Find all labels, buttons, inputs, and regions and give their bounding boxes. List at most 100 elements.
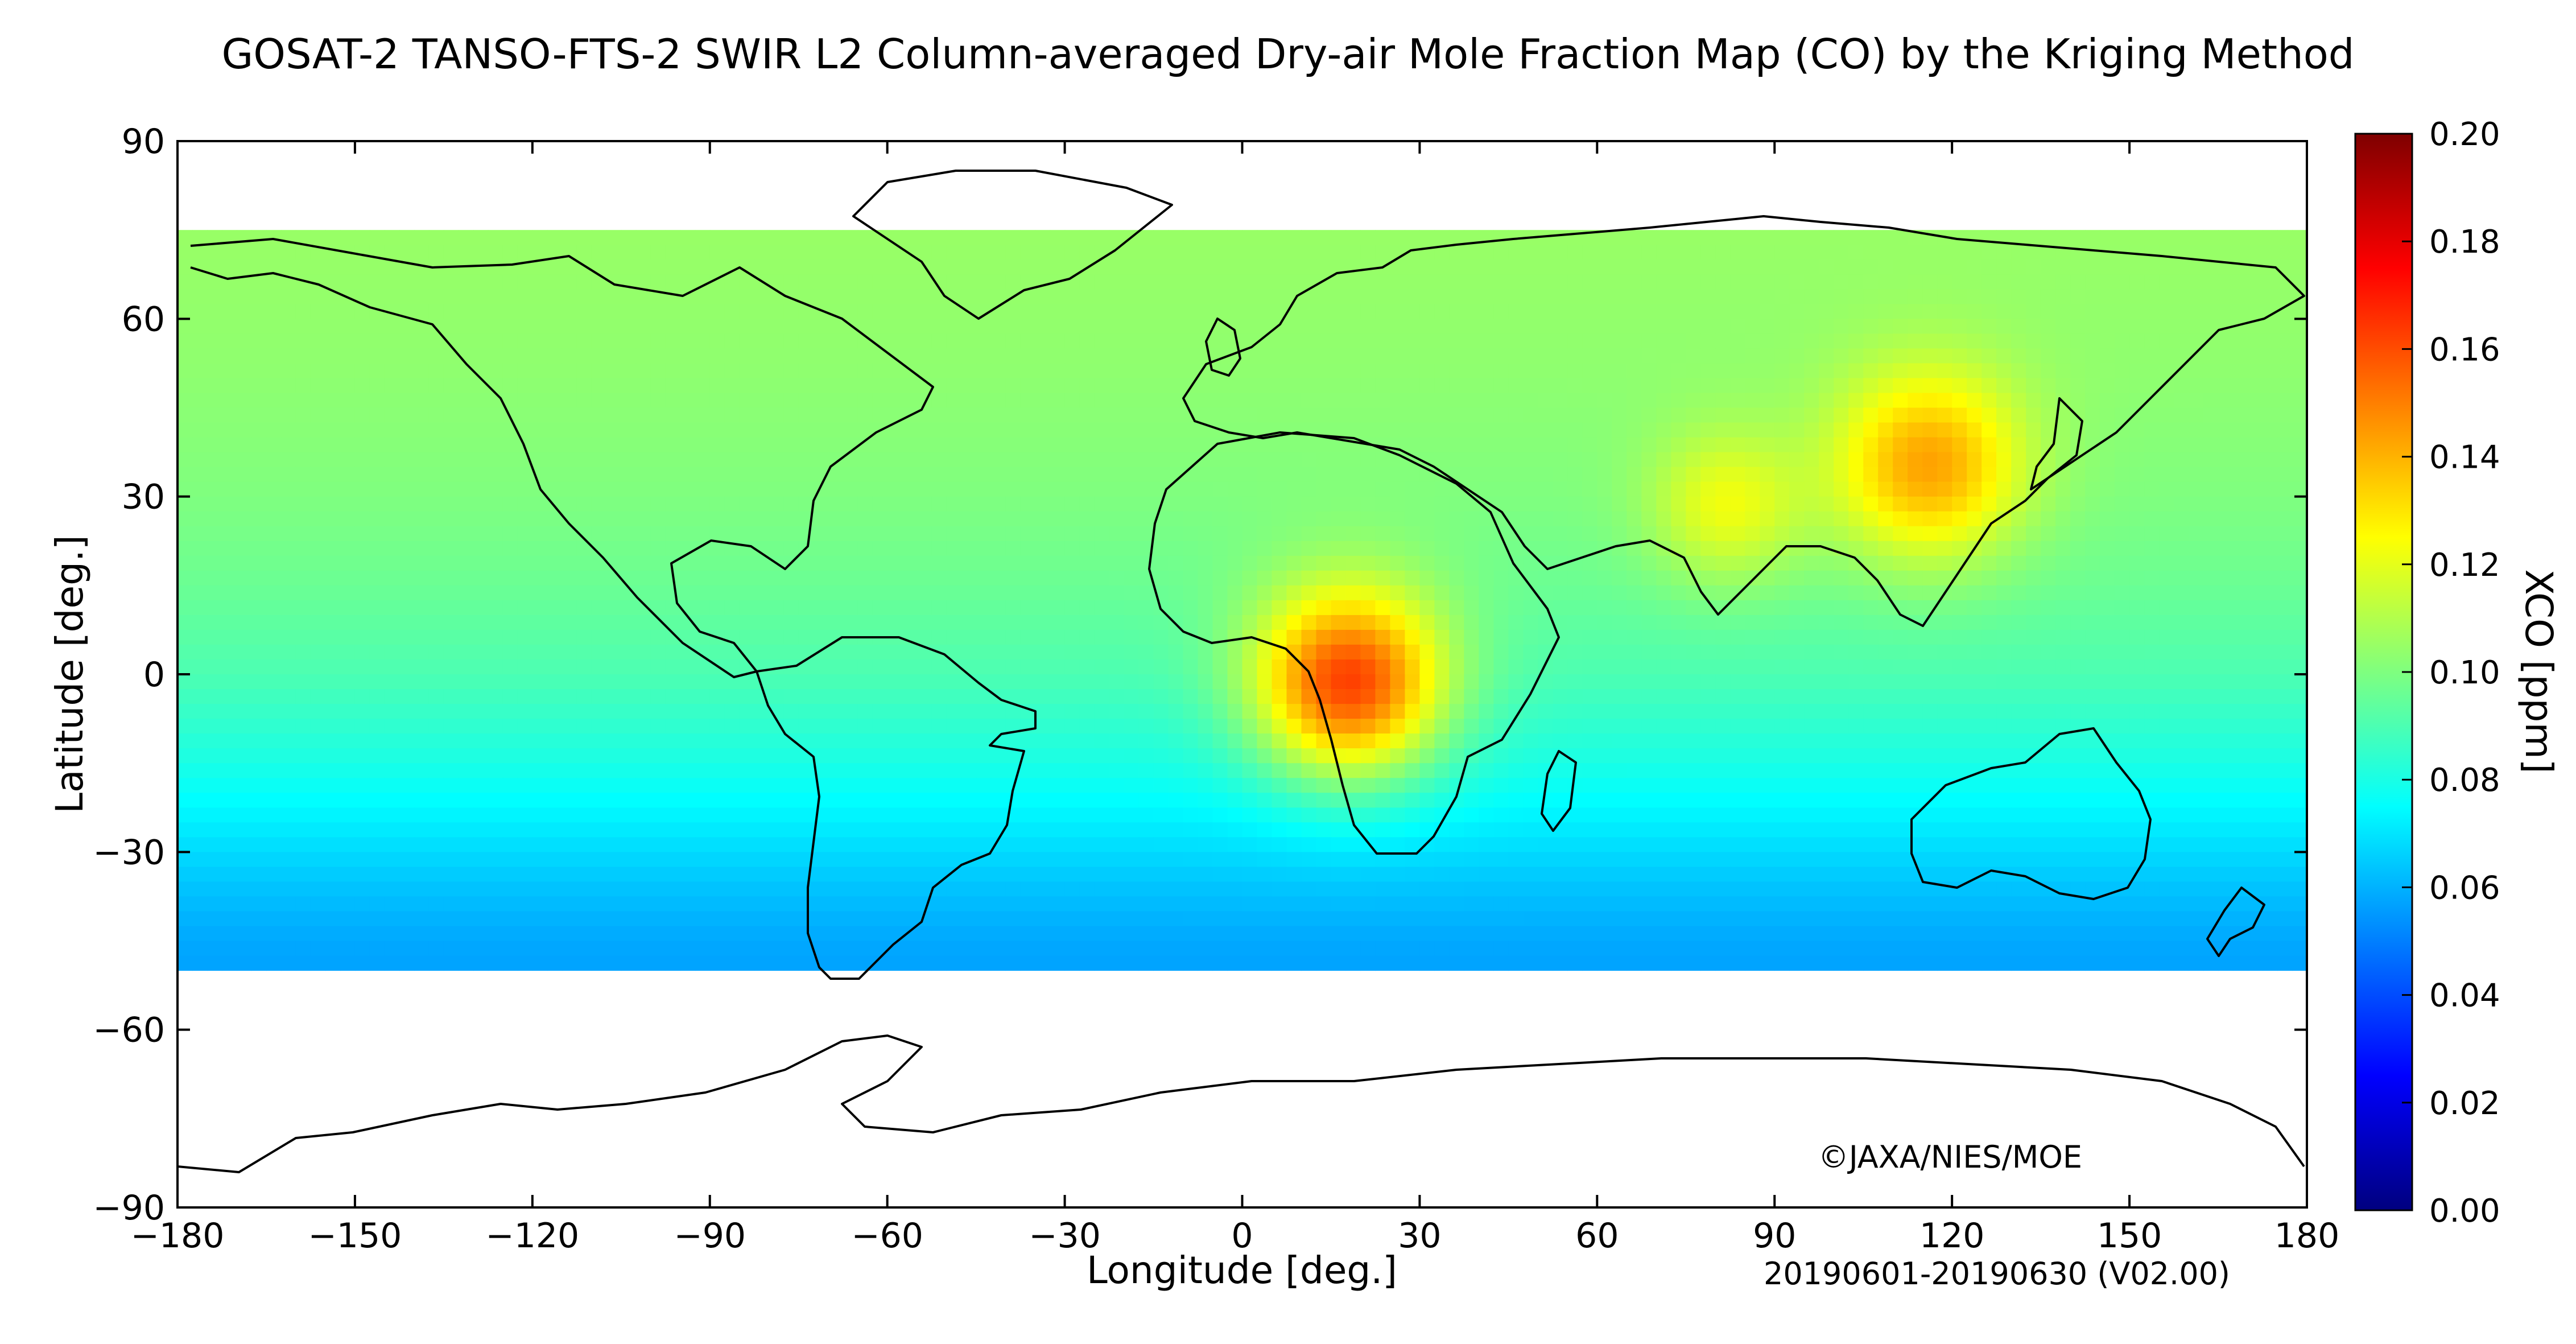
heatmap-cell [1612, 659, 1627, 675]
heatmap-cell [2203, 437, 2219, 453]
heatmap-cell [443, 555, 459, 571]
heatmap-cell [887, 659, 903, 675]
heatmap-cell [502, 230, 518, 245]
heatmap-cell [1922, 585, 1938, 601]
heatmap-cell [532, 319, 548, 334]
heatmap-cell [1893, 289, 1908, 304]
heatmap-cell [1834, 511, 1849, 527]
heatmap-cell [2218, 230, 2234, 245]
heatmap-cell [222, 689, 237, 704]
heatmap-cell [1804, 422, 1819, 438]
heatmap-cell [1405, 674, 1420, 690]
heatmap-cell [1626, 378, 1642, 393]
heatmap-cell [1671, 422, 1686, 438]
heatmap-cell [1020, 481, 1036, 497]
heatmap-cell [2055, 363, 2071, 378]
heatmap-cell [576, 319, 592, 334]
heatmap-cell [325, 496, 341, 512]
heatmap-cell [1005, 452, 1021, 468]
heatmap-cell [1789, 319, 1805, 334]
heatmap-cell [2026, 689, 2041, 704]
heatmap-cell [1774, 719, 1790, 734]
heatmap-cell [547, 585, 563, 601]
heatmap-cell [1035, 393, 1051, 409]
heatmap-cell [1597, 674, 1612, 690]
heatmap-cell [2070, 585, 2086, 601]
heatmap-cell [1952, 541, 1967, 556]
heatmap-cell [2129, 629, 2145, 645]
heatmap-cell [1863, 585, 1879, 601]
heatmap-cell [621, 245, 637, 260]
heatmap-cell [1138, 733, 1154, 749]
heatmap-cell [325, 304, 341, 319]
heatmap-cell [2277, 333, 2293, 349]
heatmap-cell [384, 363, 400, 378]
heatmap-cell [473, 319, 489, 334]
heatmap-cell [384, 615, 400, 630]
heatmap-cell [2070, 422, 2086, 438]
heatmap-cell [1671, 467, 1686, 483]
heatmap-cell [961, 570, 977, 586]
heatmap-cell [1582, 555, 1597, 571]
heatmap-cell [443, 644, 459, 660]
heatmap-cell [1848, 526, 1864, 542]
heatmap-cell [1286, 319, 1302, 334]
heatmap-cell [1316, 555, 1332, 571]
heatmap-cell [1641, 481, 1657, 497]
heatmap-cell [1967, 422, 1982, 438]
heatmap-cell [1819, 644, 1834, 660]
heatmap-cell [2026, 393, 2041, 409]
heatmap-cell [1405, 363, 1420, 378]
heatmap-cell [1878, 348, 1893, 364]
heatmap-cell [1449, 452, 1464, 468]
heatmap-cell [1819, 422, 1834, 438]
heatmap-cell [635, 496, 651, 512]
heatmap-cell [1405, 348, 1420, 364]
heatmap-cell [843, 304, 858, 319]
heatmap-cell [1183, 511, 1199, 527]
heatmap-cell [2203, 585, 2219, 601]
heatmap-cell [769, 511, 785, 527]
heatmap-cell [1922, 689, 1938, 704]
heatmap-cell [2248, 348, 2263, 364]
heatmap-cell [1774, 526, 1790, 542]
heatmap-cell [1168, 600, 1184, 616]
heatmap-cell [488, 304, 503, 319]
heatmap-cell [1641, 496, 1657, 512]
heatmap-cell [428, 570, 444, 586]
heatmap-cell [1981, 481, 1997, 497]
heatmap-cell [1538, 496, 1553, 512]
heatmap-cell [2174, 555, 2189, 571]
heatmap-cell [1479, 348, 1494, 364]
heatmap-cell [1272, 259, 1287, 275]
heatmap-cell [843, 689, 858, 704]
heatmap-cell [237, 245, 252, 260]
heatmap-cell [2070, 629, 2086, 645]
heatmap-cell [1390, 363, 1405, 378]
heatmap-cell [739, 719, 755, 734]
heatmap-cell [1479, 467, 1494, 483]
heatmap-cell [1168, 452, 1184, 468]
heatmap-cell [414, 689, 430, 704]
heatmap-cell [1908, 585, 1923, 601]
heatmap-cell [1700, 481, 1716, 497]
heatmap-cell [222, 615, 237, 630]
heatmap-cell [1064, 615, 1080, 630]
heatmap-cell [2026, 378, 2041, 393]
heatmap-cell [1848, 289, 1864, 304]
heatmap-cell [1804, 407, 1819, 423]
heatmap-cell [1242, 333, 1258, 349]
heatmap-cell [1804, 245, 1819, 260]
heatmap-cell [399, 511, 415, 527]
heatmap-cell [2115, 363, 2130, 378]
heatmap-cell [1760, 511, 1775, 527]
heatmap-cell [917, 304, 932, 319]
heatmap-cell [1183, 259, 1199, 275]
heatmap-cell [2144, 319, 2160, 334]
heatmap-cell [917, 333, 932, 349]
heatmap-cell [1168, 644, 1184, 660]
heatmap-cell [1168, 674, 1184, 690]
heatmap-cell [1996, 674, 2012, 690]
heatmap-cell [1464, 585, 1479, 601]
heatmap-cell [1050, 659, 1066, 675]
